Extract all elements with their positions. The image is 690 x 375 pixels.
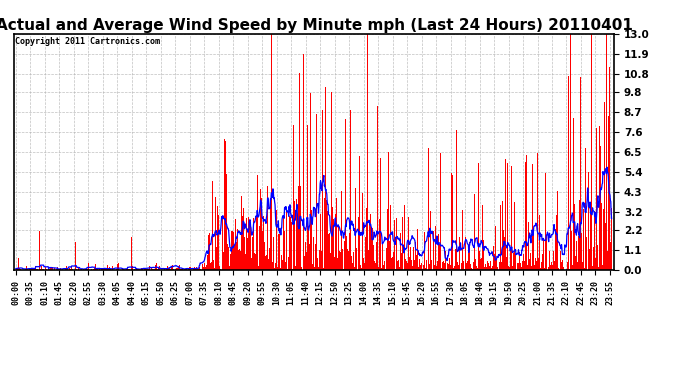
Title: Actual and Average Wind Speed by Minute mph (Last 24 Hours) 20110401: Actual and Average Wind Speed by Minute … (0, 18, 633, 33)
Text: Copyright 2011 Cartronics.com: Copyright 2011 Cartronics.com (15, 37, 160, 46)
